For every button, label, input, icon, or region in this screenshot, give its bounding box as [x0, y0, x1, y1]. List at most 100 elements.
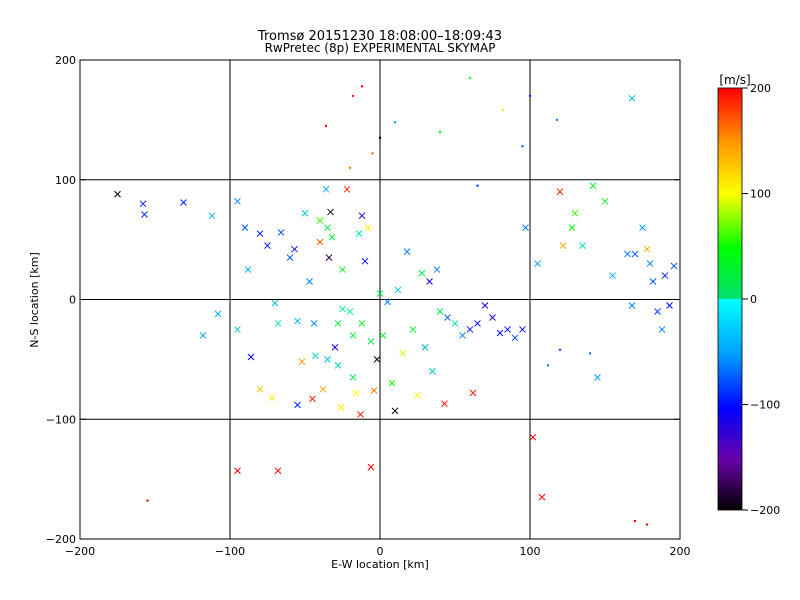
- data-point-x: [441, 400, 448, 408]
- data-point-x: [469, 389, 477, 397]
- data-point-x: [349, 373, 357, 381]
- data-point-x: [370, 387, 378, 394]
- data-point-x: [337, 403, 345, 411]
- colorbar-gradient: [717, 87, 743, 511]
- data-point-x: [264, 242, 271, 249]
- data-point-x: [444, 314, 451, 321]
- data-point-x: [324, 356, 331, 363]
- colorbar-tick-label: −200: [750, 504, 780, 517]
- data-point-x: [274, 467, 282, 475]
- data-point-x: [624, 250, 631, 258]
- data-point-x: [436, 308, 444, 315]
- data-point-x: [234, 326, 241, 333]
- data-point-x: [628, 302, 636, 309]
- data-point-dot: [546, 364, 550, 367]
- data-point-x: [180, 199, 187, 206]
- data-point-x: [139, 200, 147, 208]
- data-point-x: [639, 224, 646, 232]
- data-point-x: [658, 326, 666, 333]
- data-point-x: [489, 314, 496, 321]
- x-tick-label: 100: [520, 545, 541, 558]
- data-point-x: [451, 320, 459, 327]
- data-point-x: [334, 320, 342, 327]
- data-point-x: [298, 358, 306, 366]
- data-point-dot: [468, 76, 472, 80]
- y-tick-label: −100: [46, 413, 76, 426]
- data-point-x: [358, 320, 366, 327]
- data-point-dot: [555, 118, 559, 122]
- data-point-x: [571, 209, 579, 217]
- x-tick-label: −100: [215, 545, 245, 558]
- data-point-x: [559, 242, 567, 249]
- data-point-x: [376, 290, 384, 297]
- data-point-x: [589, 182, 597, 190]
- data-point-x: [334, 362, 342, 369]
- data-point-x: [339, 305, 346, 313]
- data-point-dot: [528, 94, 532, 98]
- y-axis-label: N-S location [km]: [28, 252, 41, 348]
- data-point-x: [568, 224, 576, 232]
- data-point-x: [601, 197, 609, 205]
- data-point-x: [310, 320, 318, 327]
- data-point-x: [466, 326, 474, 333]
- data-point-x: [268, 394, 276, 402]
- data-point-x: [643, 245, 651, 253]
- data-point-x: [474, 320, 481, 327]
- data-point-x: [414, 391, 421, 399]
- y-tick-label: −200: [46, 533, 76, 546]
- data-point-x: [309, 395, 316, 403]
- data-point-x: [409, 326, 417, 333]
- data-point-x: [312, 352, 319, 360]
- data-point-dot: [371, 152, 374, 155]
- data-point-x: [519, 326, 526, 333]
- data-point-x: [646, 260, 654, 267]
- data-point-x: [306, 278, 313, 285]
- data-point-x: [234, 197, 241, 205]
- data-point-x: [534, 260, 541, 267]
- y-tick-label: 0: [69, 294, 76, 307]
- colorbar-tick-label: 100: [750, 188, 771, 201]
- data-point-x: [324, 224, 331, 232]
- chart-subtitle: RwPretec (8p) EXPERIMENTAL SKYMAP: [265, 41, 496, 55]
- data-point-x: [199, 332, 207, 339]
- data-point-x: [343, 185, 351, 193]
- data-point-dot: [324, 124, 328, 128]
- data-point-x: [331, 344, 339, 351]
- data-point-x: [609, 272, 616, 279]
- data-point-x: [349, 332, 357, 339]
- y-tick-label: 100: [55, 174, 76, 187]
- data-point-x: [579, 242, 586, 249]
- data-point-x: [394, 286, 402, 294]
- data-point-x: [357, 411, 364, 418]
- data-point-x: [274, 320, 282, 327]
- data-point-x: [511, 334, 519, 342]
- data-point-x: [649, 278, 657, 285]
- data-point-x: [384, 298, 391, 306]
- data-point-x: [352, 389, 360, 397]
- x-tick-label: 200: [670, 545, 691, 558]
- data-point-x: [538, 493, 546, 501]
- colorbar-tick-label: 200: [750, 82, 771, 95]
- x-tick-label: −200: [65, 545, 95, 558]
- data-point-x: [339, 266, 346, 273]
- data-point-x: [504, 326, 511, 333]
- data-point-x: [325, 254, 333, 261]
- data-point-dot: [146, 499, 149, 502]
- data-point-dot: [476, 184, 479, 187]
- data-point-x: [670, 262, 678, 270]
- data-point-x: [241, 224, 249, 232]
- data-point-x: [594, 373, 601, 381]
- data-point-x: [291, 245, 298, 253]
- data-point-x: [388, 379, 396, 387]
- colorbar-tick-label: −100: [750, 399, 780, 412]
- data-point-x: [256, 230, 264, 237]
- data-point-dot: [588, 352, 592, 355]
- data-point-x: [361, 257, 369, 265]
- data-point-x: [403, 248, 411, 255]
- data-point-x: [294, 317, 301, 325]
- data-point-dot: [501, 109, 505, 112]
- plot-axes: −200 −100 0 100 200 −200 −100 0 100 200: [46, 54, 691, 558]
- colorbar-unit-label: [m/s]: [719, 73, 750, 87]
- colorbar-tick-label: 0: [750, 293, 757, 306]
